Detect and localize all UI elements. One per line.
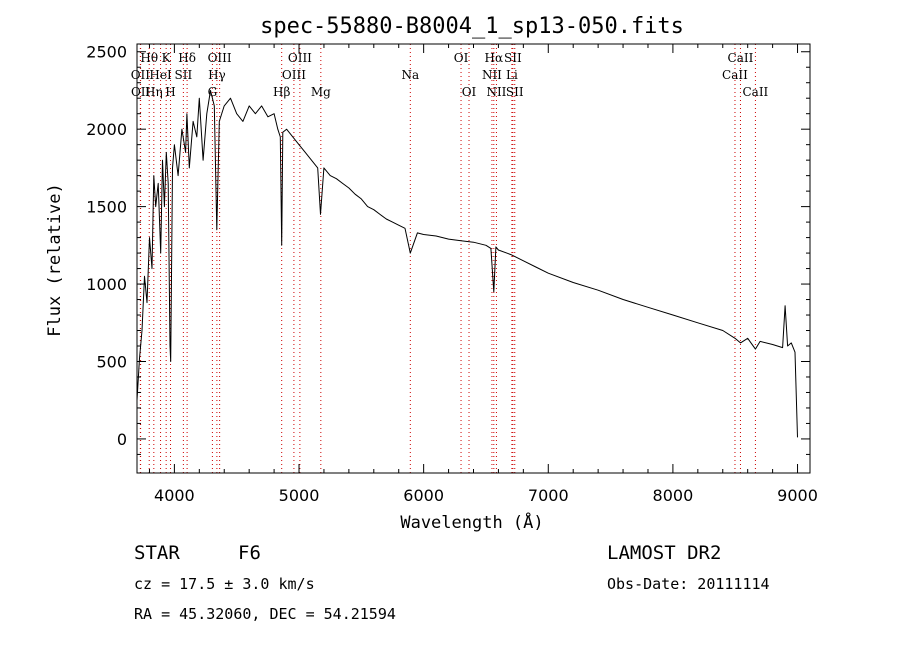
spectral-line-label: NII (486, 85, 506, 99)
ra-dec-coordinates: RA = 45.32060, DEC = 54.21594 (134, 605, 396, 623)
spectral-line-label: SII (506, 85, 524, 99)
spectral-line-label: OII (131, 68, 151, 82)
spectral-line-label: Li (506, 68, 518, 82)
y-tick-label: 2000 (86, 120, 127, 139)
spectral-line-label: NII (482, 68, 502, 82)
spectral-line-label: Hγ (208, 68, 226, 82)
observation-date: Obs-Date: 20111114 (607, 575, 770, 593)
spectral-line-label: OI (454, 51, 469, 65)
y-tick-label: 0 (117, 430, 127, 449)
x-tick-label: 9000 (777, 486, 818, 505)
x-tick-label: 7000 (528, 486, 569, 505)
x-tick-label: 6000 (403, 486, 444, 505)
y-axis-label: Flux (relative) (45, 183, 65, 337)
spectral-line-label: Hη (145, 85, 163, 99)
spectral-line-label: HeI (149, 68, 172, 82)
object-class: STAR (134, 542, 180, 564)
spectral-line-label: OIII (208, 51, 232, 65)
survey-name: LAMOST DR2 (607, 542, 721, 564)
spectral-line-label: OIII (282, 68, 306, 82)
y-tick-label: 1000 (86, 275, 127, 294)
spectral-line-label: SII (504, 51, 522, 65)
spectral-line-label: SII (175, 68, 193, 82)
spectral-line-label: CaII (722, 68, 748, 82)
spectral-line-label: Na (401, 68, 419, 82)
spectral-line-markers (140, 44, 755, 473)
x-tick-label: 4000 (154, 486, 195, 505)
spectrum-line (137, 91, 798, 438)
redshift-velocity: cz = 17.5 ± 3.0 km/s (134, 575, 315, 593)
plot-frame (137, 44, 810, 473)
spectral-line-label: OI (462, 85, 477, 99)
y-axis-ticks: 0 500 1000 1500 2000 2500 (86, 43, 810, 455)
spectral-line-label: H (165, 85, 175, 99)
y-tick-label: 500 (96, 352, 127, 371)
spectral-line-label: Mg (311, 85, 331, 99)
object-subclass: F6 (238, 542, 261, 564)
spectral-line-label: K (162, 51, 172, 65)
spectrum-series (137, 91, 798, 438)
spectral-line-label: Hα (485, 51, 504, 65)
spectral-line-label: Hβ (273, 85, 290, 99)
spectral-line-label: CaII (728, 51, 754, 65)
spectral-line-label: OIII (288, 51, 312, 65)
x-tick-label: 5000 (279, 486, 320, 505)
x-axis-ticks: 4000 5000 6000 7000 8000 9000 (149, 44, 817, 505)
x-axis-label: Wavelength (Å) (400, 511, 543, 533)
y-tick-label: 2500 (86, 43, 127, 62)
y-tick-label: 1500 (86, 198, 127, 217)
chart-title: spec-55880-B8004_1_sp13-050.fits (260, 14, 684, 39)
spectral-line-label: Hθ (140, 51, 158, 65)
x-tick-label: 8000 (653, 486, 694, 505)
spectral-line-label: CaII (742, 85, 768, 99)
spectral-line-label: Hδ (178, 51, 196, 65)
